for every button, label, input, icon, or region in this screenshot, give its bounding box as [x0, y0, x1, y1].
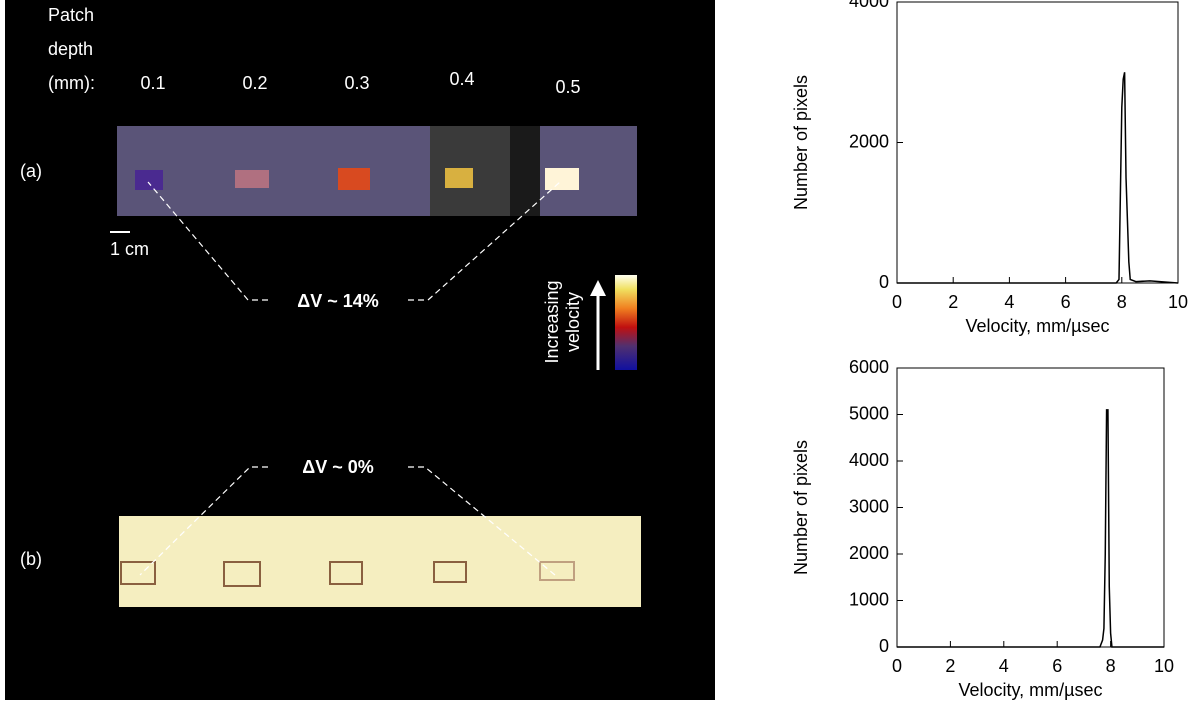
y-tick-label: 2000	[849, 131, 889, 151]
x-tick-label: 0	[892, 656, 902, 676]
plot-frame	[897, 2, 1178, 283]
x-tick-label: 2	[945, 656, 955, 676]
delta-label: ΔV ~ 0%	[302, 457, 373, 477]
x-tick-label: 4	[1004, 292, 1014, 312]
panel-label: (a)	[20, 161, 42, 181]
figure: Patch depth (mm): (a) (b) 1 cm ΔV ~ 14% …	[0, 0, 1203, 709]
x-tick-label: 6	[1061, 292, 1071, 312]
x-tick-label: 2	[948, 292, 958, 312]
y-tick-label: 3000	[849, 496, 889, 516]
scale-label: 1 cm	[110, 239, 149, 259]
x-tick-label: 10	[1168, 292, 1188, 312]
depth-label: 0.2	[242, 73, 267, 93]
x-tick-label: 4	[999, 656, 1009, 676]
strip-a	[117, 126, 637, 216]
colorbar-label: velocity	[563, 292, 583, 352]
x-tick-label: 0	[892, 292, 902, 312]
x-tick-label: 6	[1052, 656, 1062, 676]
histogram-line	[897, 410, 1164, 647]
unit-label: (mm):	[48, 73, 95, 93]
y-tick-label: 1000	[849, 589, 889, 609]
depth-label: 0.1	[140, 73, 165, 93]
header: depth	[48, 39, 93, 59]
colorbar-label: Increasing	[542, 280, 562, 363]
x-tick-label: 8	[1117, 292, 1127, 312]
header: Patch	[48, 5, 94, 25]
x-tick-label: 10	[1154, 656, 1174, 676]
histogram-line	[897, 72, 1178, 283]
x-tick-label: 8	[1106, 656, 1116, 676]
y-axis-label: Number of pixels	[791, 440, 811, 575]
plot-frame	[897, 368, 1164, 647]
y-tick-label: 2000	[849, 543, 889, 563]
y-tick-label: 0	[879, 636, 889, 656]
y-tick-label: 0	[879, 272, 889, 292]
y-tick-label: 5000	[849, 403, 889, 423]
y-tick-label: 4000	[849, 0, 889, 11]
y-axis-label: Number of pixels	[791, 75, 811, 210]
x-axis-label: Velocity, mm/µsec	[958, 680, 1102, 700]
depth-label: 0.3	[344, 73, 369, 93]
panel-label: (b)	[20, 549, 42, 569]
depth-label: 0.4	[449, 69, 474, 89]
page: {"image_panel": { "header_line1": "Patch…	[0, 0, 1203, 709]
delta-label: ΔV ~ 14%	[297, 291, 378, 311]
y-tick-label: 4000	[849, 450, 889, 470]
strip-b	[119, 516, 641, 607]
x-axis-label: Velocity, mm/µsec	[965, 316, 1109, 336]
colorbar	[615, 275, 637, 370]
y-tick-label: 6000	[849, 357, 889, 377]
depth-label: 0.5	[555, 77, 580, 97]
